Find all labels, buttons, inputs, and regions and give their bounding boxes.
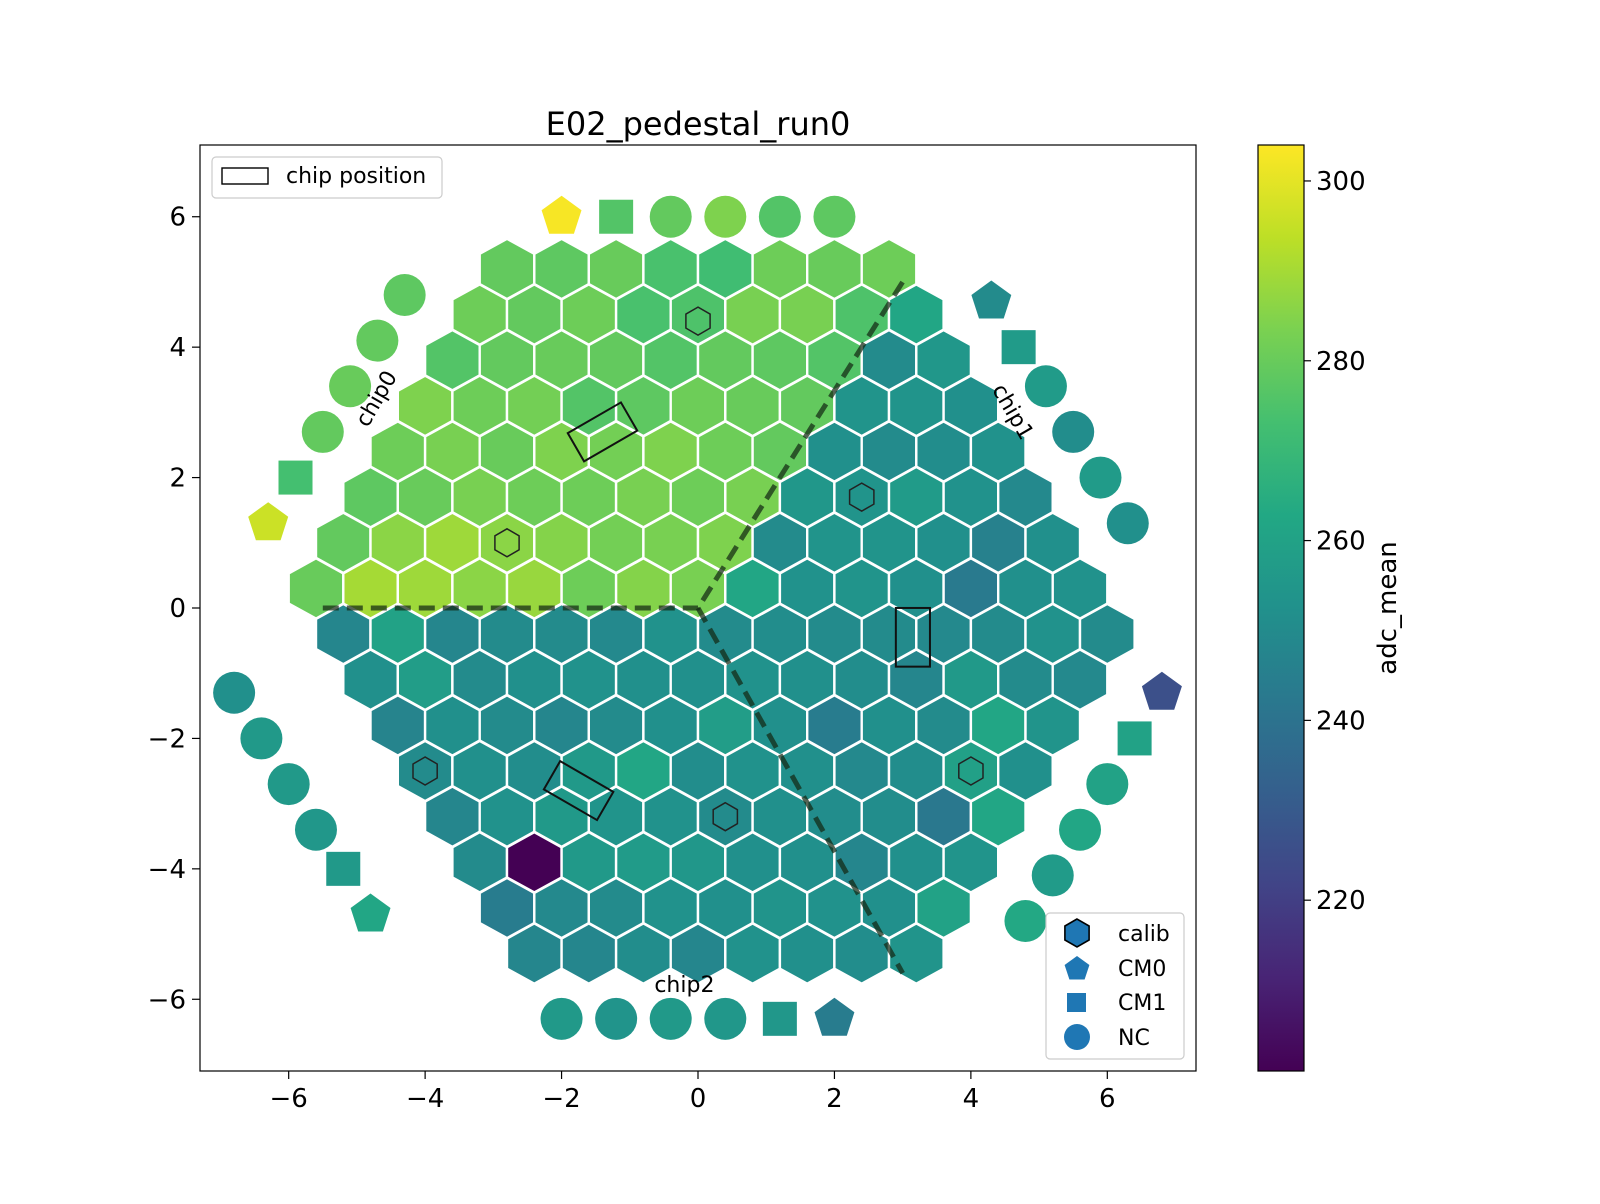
legend-cm1-label: CM1 — [1118, 991, 1166, 1016]
cm0-marker — [350, 893, 391, 932]
cm0-marker — [541, 195, 582, 234]
cm0-marker — [1141, 671, 1182, 710]
nc-marker — [1024, 365, 1067, 408]
x-tick-label: −2 — [542, 1084, 580, 1114]
nc-marker — [1052, 410, 1095, 453]
y-tick-label: −2 — [148, 724, 186, 754]
calib-markers — [412, 306, 984, 832]
chip-position-legend: chip position — [211, 156, 443, 199]
nc-marker — [301, 410, 344, 453]
cm0-marker — [248, 502, 289, 541]
calib-marker — [958, 756, 984, 786]
cm0-marker — [971, 280, 1012, 319]
legend-nc-label: NC — [1118, 1026, 1150, 1051]
nc-marker — [704, 195, 747, 238]
nc-marker — [704, 997, 747, 1040]
nc-marker — [649, 195, 692, 238]
cm0-marker — [814, 997, 855, 1036]
nc-marker — [383, 273, 426, 316]
colorbar-tick-label: 220 — [1316, 886, 1366, 916]
x-tick-label: 6 — [1099, 1084, 1116, 1114]
nc-marker — [813, 195, 856, 238]
x-tick-label: −4 — [406, 1084, 444, 1114]
chart-title: E02_pedestal_run0 — [546, 105, 851, 143]
nc-marker — [1004, 900, 1047, 943]
chip-position-legend-label: chip position — [286, 164, 426, 189]
calib-marker — [685, 306, 711, 336]
chip-boundary-line — [695, 606, 905, 975]
chip-position-rect — [566, 401, 639, 463]
chip-position-rect — [542, 759, 615, 822]
x-tick-label: 0 — [690, 1084, 707, 1114]
nc-marker — [240, 717, 283, 760]
colorbar-ticks: 220 240 260 280 300 — [1304, 167, 1366, 916]
colorbar: 220 240 260 280 300 adc_mean — [1257, 144, 1403, 1072]
cm1-marker — [1117, 721, 1152, 756]
y-tick-label: 4 — [169, 333, 186, 363]
y-tick-label: 0 — [169, 594, 186, 624]
nc-marker — [1086, 763, 1129, 806]
cm1-marker — [762, 1001, 797, 1036]
calib-marker — [848, 482, 875, 512]
calib-marker — [412, 756, 438, 786]
nc-marker — [1031, 854, 1074, 897]
nc-marker — [267, 763, 310, 806]
nc-marker — [1059, 808, 1102, 851]
chip-position-rect — [894, 606, 931, 668]
special-markers — [213, 195, 1182, 1040]
cm1-marker — [326, 851, 361, 886]
nc-marker — [649, 997, 692, 1040]
x-tick-label: −6 — [270, 1084, 308, 1114]
colorbar-label: adc_mean — [1373, 541, 1403, 674]
chip-label: chip2 — [654, 973, 714, 998]
axes: −6 −4 −2 0 2 4 6 −6 −4 −2 0 2 4 6 — [148, 203, 1116, 1114]
legend-cm0-pentagon-icon — [1064, 956, 1090, 980]
legend-nc-circle-icon — [1064, 1024, 1090, 1050]
colorbar-tick-label: 280 — [1316, 347, 1366, 377]
nc-marker — [329, 365, 372, 408]
chip-overlays — [322, 280, 931, 975]
y-tick-label: −6 — [148, 985, 186, 1015]
colorbar-tick-label: 300 — [1316, 167, 1366, 197]
hex-cells — [287, 237, 1136, 986]
marker-legend: calib CM0 CM1 NC — [1045, 912, 1185, 1060]
cm1-marker — [278, 460, 313, 495]
nc-marker — [595, 997, 638, 1040]
cm1-marker — [1001, 330, 1036, 365]
legend-calib-hexagon-icon — [1064, 918, 1090, 948]
calib-marker — [494, 527, 520, 558]
nc-marker — [1079, 456, 1122, 499]
colorbar-fill — [1257, 144, 1305, 1072]
y-tick-label: 2 — [169, 464, 186, 494]
y-tick-label: −4 — [148, 855, 186, 885]
y-tick-label: 6 — [169, 203, 186, 233]
nc-marker — [356, 319, 399, 362]
nc-marker — [294, 808, 337, 851]
x-tick-label: 4 — [963, 1084, 980, 1114]
nc-marker — [213, 671, 256, 714]
colorbar-tick-label: 260 — [1316, 527, 1366, 557]
calib-marker — [712, 801, 739, 832]
legend-cm0-label: CM0 — [1118, 957, 1166, 982]
nc-marker — [1106, 502, 1149, 545]
legend-calib-label: calib — [1118, 922, 1170, 947]
colorbar-tick-label: 240 — [1316, 706, 1366, 736]
cm1-marker — [599, 199, 634, 234]
nc-marker — [758, 195, 801, 238]
x-tick-label: 2 — [826, 1084, 843, 1114]
legend-cm1-square-icon — [1067, 993, 1086, 1012]
nc-marker — [540, 997, 583, 1040]
chip-position-legend-swatch — [221, 167, 269, 185]
